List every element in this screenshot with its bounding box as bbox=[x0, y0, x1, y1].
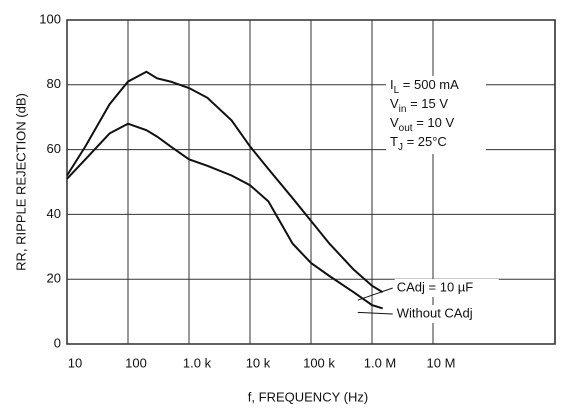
annotation-subscript: in bbox=[399, 104, 407, 115]
annotation-subscript: out bbox=[399, 123, 413, 134]
annotation-part: V bbox=[390, 115, 399, 130]
legend-bg bbox=[394, 305, 499, 323]
line-series bbox=[66, 70, 384, 294]
y-tick-label: 60 bbox=[47, 141, 61, 156]
annotation-subscript: J bbox=[398, 142, 403, 153]
annotation-bg bbox=[386, 76, 486, 154]
x-tick-label: 10 bbox=[68, 355, 82, 370]
y-tick-label: 0 bbox=[54, 335, 61, 350]
leader-line bbox=[357, 311, 393, 315]
y-tick-label: 100 bbox=[39, 11, 61, 26]
x-tick-label: 1.0 M bbox=[364, 355, 397, 370]
annotation: Vout = 10 V bbox=[390, 115, 454, 133]
annotation: IL = 500 mA bbox=[390, 77, 459, 95]
annotation-subscript: L bbox=[394, 85, 400, 96]
x-tick-label: 10 M bbox=[427, 355, 456, 370]
x-tick-label: 10 k bbox=[246, 355, 271, 370]
annotation-part: T bbox=[390, 134, 398, 149]
line-series bbox=[66, 122, 383, 310]
annotation-part: V bbox=[390, 96, 399, 111]
x-tick-label: 1.0 k bbox=[183, 355, 212, 370]
annotation-part: = 500 mA bbox=[399, 77, 459, 92]
y-tick-label: 80 bbox=[47, 76, 61, 91]
x-axis-label: f, FREQUENCY (Hz) bbox=[248, 389, 368, 404]
annotation-part: = 15 V bbox=[406, 96, 448, 111]
annotation-part: = 25°C bbox=[403, 134, 447, 149]
annotation: TJ = 25°C bbox=[390, 134, 447, 152]
legend-bg bbox=[394, 279, 499, 297]
legend-label: CAdj = 10 µF bbox=[397, 279, 474, 294]
x-tick-label: 100 bbox=[125, 355, 147, 370]
x-tick-label: 100 k bbox=[303, 355, 335, 370]
annotation-part: = 10 V bbox=[413, 115, 455, 130]
y-tick-label: 20 bbox=[47, 271, 61, 286]
y-tick-label: 40 bbox=[47, 206, 61, 221]
annotation: Vin = 15 V bbox=[390, 96, 448, 114]
annotation-part: I bbox=[390, 77, 394, 92]
y-axis-label: RR, RIPPLE REJECTION (dB) bbox=[13, 93, 28, 271]
legend-label: Without CAdj bbox=[397, 305, 473, 320]
